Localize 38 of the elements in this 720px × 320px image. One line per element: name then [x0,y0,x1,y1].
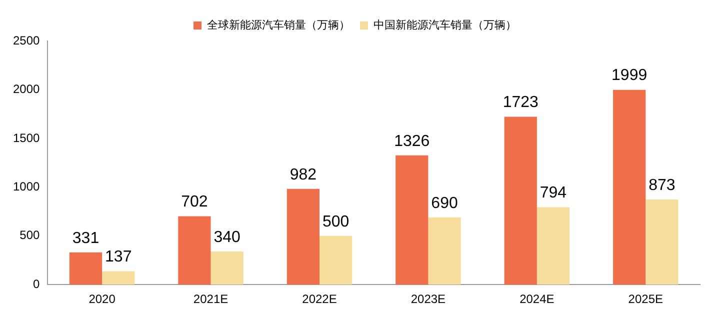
bar [210,251,244,285]
data-label: 500 [322,213,350,230]
data-label: 794 [540,184,567,202]
data-label: 1723 [502,94,539,112]
data-label: 1999 [612,67,648,84]
bar [646,200,678,285]
y-tick-label: 1500 [12,130,40,145]
bar [102,271,135,285]
data-label: 702 [181,194,208,211]
data-label: 137 [105,248,132,266]
x-tick-label: 2021E [193,292,228,306]
y-tick-label: 1000 [12,179,40,194]
x-tick-label: 2024E [520,292,554,306]
x-tick-label: 2020 [88,292,116,306]
data-label: 873 [648,176,676,194]
bar [178,216,211,285]
legend-label: 中国新能源汽车销量（万辆） [374,18,516,32]
bar [428,217,461,285]
bar [613,90,646,285]
x-tick-label: 2025E [628,292,663,306]
bar [504,116,537,285]
bar [286,188,320,285]
y-tick-label: 2500 [12,33,40,48]
x-tick-label: 2023E [410,292,446,306]
y-tick-label: 2000 [12,82,40,96]
bar [396,155,428,285]
data-label: 982 [290,166,317,184]
bar [69,252,102,285]
bar [536,207,570,285]
y-tick-label: 0 [33,276,40,291]
y-tick-label: 500 [20,228,40,242]
data-label: 690 [431,194,458,212]
data-label: 331 [72,230,100,247]
data-label: 1326 [394,132,430,150]
x-tick-label: 2022E [302,292,337,306]
legend-label: 全球新能源汽车销量（万辆） [207,18,350,32]
bar [319,236,352,285]
data-label: 340 [214,228,241,246]
